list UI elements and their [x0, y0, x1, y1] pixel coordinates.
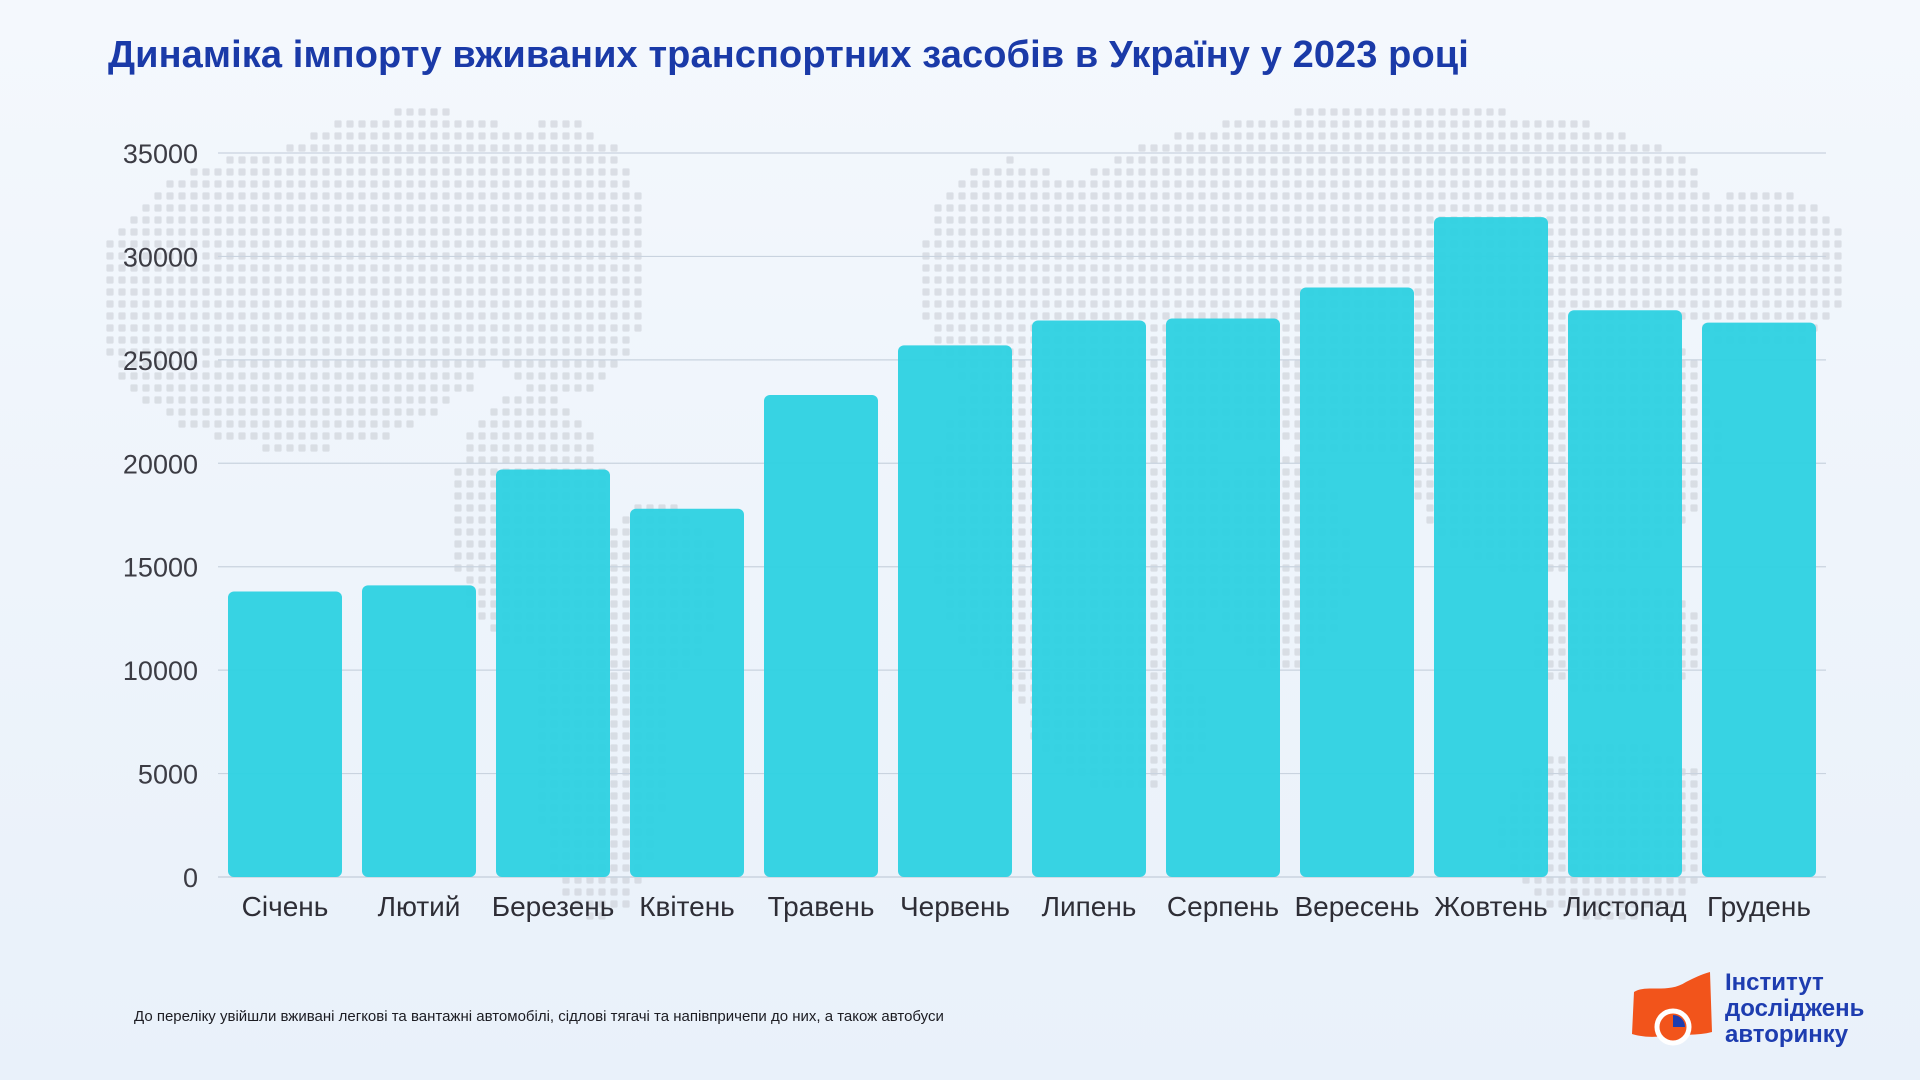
y-tick-label: 10000 — [123, 656, 198, 686]
x-tick-label: Листопад — [1563, 891, 1686, 922]
y-tick-label: 25000 — [123, 346, 198, 376]
bar-8 — [1166, 318, 1280, 877]
x-tick-label: Липень — [1042, 891, 1137, 922]
brand-line-1: Інститут — [1725, 969, 1824, 996]
x-tick-label: Серпень — [1167, 891, 1279, 922]
y-tick-label: 15000 — [123, 553, 198, 583]
bar-9 — [1300, 287, 1414, 877]
x-tick-label: Березень — [492, 891, 615, 922]
y-tick-label: 5000 — [138, 760, 198, 790]
y-tick-label: 30000 — [123, 242, 198, 272]
x-tick-label: Жовтень — [1434, 891, 1548, 922]
chart-title: Динаміка імпорту вживаних транспортних з… — [108, 34, 1469, 76]
brand-line-2: досліджень — [1725, 995, 1865, 1022]
x-tick-label: Грудень — [1707, 891, 1811, 922]
x-axis-ticks: Січень Лютий Березень Квітень Травень Червень… — [242, 891, 1811, 922]
bar-3 — [496, 469, 610, 877]
bar-5 — [764, 395, 878, 877]
bar-7 — [1032, 320, 1146, 877]
brand-name: Інститут досліджень авторинку — [1725, 970, 1895, 1048]
brand-line-3: авторинку — [1725, 1021, 1849, 1048]
y-tick-label: 35000 — [123, 139, 198, 169]
bar-10 — [1434, 217, 1548, 877]
y-tick-label: 0 — [183, 863, 198, 893]
bars — [228, 217, 1816, 877]
bar-12 — [1702, 322, 1816, 877]
x-tick-label: Січень — [242, 891, 329, 922]
bar-2 — [362, 585, 476, 877]
x-tick-label: Червень — [900, 891, 1010, 922]
y-axis-ticks: 0 5000 10000 15000 20000 25000 30000 35000 — [123, 139, 198, 893]
y-tick-label: 20000 — [123, 449, 198, 479]
footnote: До переліку увійшли вживані легкові та в… — [134, 1008, 944, 1025]
bar-6 — [898, 345, 1012, 877]
bar-4 — [630, 508, 744, 877]
x-tick-label: Вересень — [1294, 891, 1419, 922]
bar-11 — [1568, 310, 1682, 877]
brand-logo: Інститут досліджень авторинку — [1628, 970, 1888, 1050]
x-tick-label: Лютий — [378, 891, 461, 922]
gridlines — [218, 152, 1826, 878]
x-tick-label: Травень — [768, 891, 875, 922]
brand-mark-icon — [1632, 972, 1712, 1046]
x-tick-label: Квітень — [639, 891, 735, 922]
bar-1 — [228, 591, 342, 877]
